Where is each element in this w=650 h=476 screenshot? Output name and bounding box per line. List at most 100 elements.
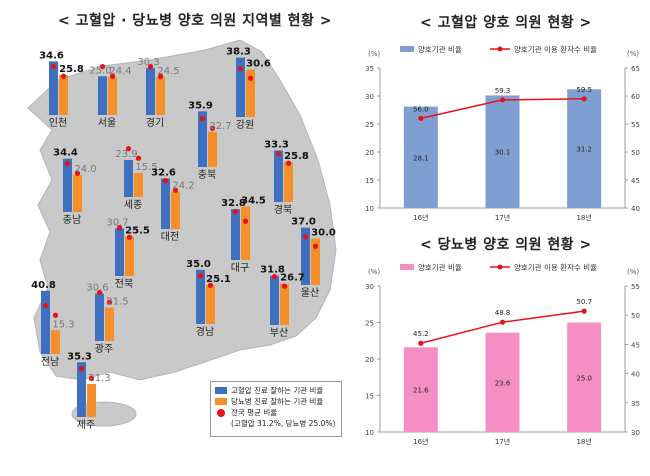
region-name: 경북 bbox=[274, 203, 292, 216]
region-name: 충남 bbox=[63, 214, 81, 226]
legend-line-label: 양호기관 이용 환자수 비율 bbox=[514, 262, 597, 272]
left-axis-unit: (%) bbox=[368, 50, 380, 58]
region-name: 인천 bbox=[49, 117, 67, 129]
legend-bar-swatch bbox=[400, 264, 414, 270]
x-tick-label: 17년 bbox=[495, 437, 510, 446]
right-tick-label: 65 bbox=[631, 65, 640, 73]
legend-avg-note-row: (고혈압 31.2%, 당뇨병 25.0%) bbox=[215, 418, 337, 429]
bar-group: 23.6 bbox=[485, 332, 520, 432]
legend-swatch-blue bbox=[215, 387, 227, 394]
bar-hypertension bbox=[161, 178, 170, 229]
bar-hypertension bbox=[146, 68, 155, 115]
bar-hypertension bbox=[77, 362, 86, 417]
avg-dot-hypertension bbox=[275, 151, 282, 157]
region-15: 35.0 25.1 경남 bbox=[186, 259, 231, 338]
legend-hypertension: 고혈압 진료 잘하는 기관 비율 bbox=[215, 385, 337, 396]
region-16: 35.3 21.3 제주 bbox=[67, 351, 110, 431]
legend-diabetes: 당뇨병 진료 잘하는 기관 비율 bbox=[215, 396, 337, 407]
value-label-hypertension: 30.7 bbox=[106, 217, 128, 228]
avg-dot-diabetes bbox=[172, 187, 179, 193]
regional-map-panel: < 고혈압 · 당뇨병 양호 의원 지역별 현황 > 34.6 25.8 인천 25.… bbox=[27, 13, 342, 437]
avg-dot-diabetes bbox=[312, 243, 319, 249]
avg-dot-hypertension bbox=[232, 209, 239, 215]
x-tick-label: 18년 bbox=[576, 437, 591, 446]
value-label-hypertension: 30.3 bbox=[137, 57, 159, 68]
bar-diabetes bbox=[246, 69, 255, 117]
bar-hypertension bbox=[301, 227, 310, 285]
avg-dot-hypertension bbox=[237, 66, 244, 72]
line-value-label: 48.8 bbox=[495, 309, 511, 317]
bar-hypertension bbox=[124, 159, 133, 197]
region-10: 37.030.0 울산 bbox=[291, 217, 336, 299]
left-tick-label: 15 bbox=[365, 177, 374, 185]
region-13: 40.8 15.3 전남 bbox=[31, 280, 74, 368]
diabetes-chart: 양호기관 비율 양호기관 이용 환자수 비율 (%) (%) 10 15 20 25 30 30 3… bbox=[365, 262, 640, 446]
bar-hypertension bbox=[98, 76, 107, 115]
avg-dot-hypertension bbox=[125, 146, 132, 152]
value-label-hypertension: 40.8 bbox=[31, 280, 56, 291]
bar-hypertension bbox=[196, 269, 205, 324]
region-3: 38.330.6 강원 bbox=[226, 47, 271, 131]
bar-diabetes bbox=[125, 236, 134, 276]
bar-group: 30.1 bbox=[485, 95, 520, 208]
value-label-hypertension: 25.0 bbox=[89, 65, 111, 76]
value-label-hypertension: 35.0 bbox=[186, 259, 211, 270]
left-tick-label: 35 bbox=[365, 65, 374, 73]
line-point bbox=[499, 319, 506, 325]
avg-dot-diabetes bbox=[157, 73, 164, 79]
value-label-diabetes: 24.5 bbox=[157, 66, 179, 77]
value-label-diabetes: 24.2 bbox=[172, 180, 194, 191]
region-name: 서울 bbox=[98, 117, 116, 129]
bar-diabetes bbox=[87, 383, 96, 417]
value-label-diabetes: 24.0 bbox=[74, 164, 96, 175]
region-name: 울산 bbox=[301, 287, 319, 299]
value-label-diabetes: 21.5 bbox=[106, 297, 128, 308]
region-7: 32.6 24.2 대전 bbox=[151, 167, 194, 243]
avg-dot-hypertension bbox=[271, 274, 278, 280]
value-label-diabetes: 30.6 bbox=[246, 59, 271, 70]
region-14: 30.6 21.5 광주 bbox=[86, 283, 128, 355]
right-axis-unit: (%) bbox=[627, 50, 639, 58]
region-name: 세종 bbox=[124, 199, 142, 211]
line-value-label: 45.2 bbox=[413, 330, 429, 338]
map-legend: 고혈압 진료 잘하는 기관 비율 당뇨병 진료 잘하는 기관 비율 전국 평균 … bbox=[210, 381, 342, 437]
bar-diabetes bbox=[284, 162, 293, 202]
right-tick-label: 40 bbox=[631, 205, 640, 213]
value-label-hypertension: 35.3 bbox=[67, 351, 92, 362]
bar-diabetes bbox=[59, 75, 68, 115]
region-name: 경남 bbox=[196, 325, 214, 338]
avg-dot-diabetes bbox=[281, 283, 288, 289]
bar bbox=[567, 89, 602, 208]
bar-value-label: 21.6 bbox=[413, 387, 429, 395]
avg-dot-hypertension bbox=[162, 178, 169, 184]
right-tick-label: 55 bbox=[631, 283, 640, 291]
map-title: < 고혈압 · 당뇨병 양호 의원 지역별 현황 > bbox=[58, 13, 332, 29]
right-tick-label: 30 bbox=[631, 429, 640, 437]
right-tick-label: 40 bbox=[631, 371, 640, 379]
region-12: 31.826.7 부산 bbox=[260, 265, 305, 339]
bar-group: 25.0 bbox=[567, 322, 602, 432]
region-4: 35.9 22.7 충북 bbox=[188, 100, 231, 181]
avg-dot-diabetes bbox=[285, 160, 292, 166]
avg-dot-hypertension bbox=[42, 303, 49, 309]
line-value-label: 59.5 bbox=[576, 86, 592, 94]
bar-value-label: 30.1 bbox=[495, 149, 511, 157]
right-tick-label: 60 bbox=[631, 93, 640, 101]
avg-dot-hypertension bbox=[64, 161, 71, 167]
x-tick-label: 16년 bbox=[413, 213, 428, 222]
bar-diabetes bbox=[73, 174, 82, 212]
left-tick-label: 30 bbox=[365, 93, 374, 101]
left-tick-label: 10 bbox=[365, 429, 374, 437]
avg-dot-diabetes bbox=[242, 218, 249, 224]
line-point bbox=[418, 115, 424, 121]
bar-diabetes bbox=[105, 307, 114, 341]
value-label-hypertension: 38.3 bbox=[226, 47, 251, 58]
value-label-hypertension: 37.0 bbox=[291, 217, 316, 228]
bar bbox=[567, 322, 602, 432]
legend-avg-label: 전국 평균 비율 bbox=[231, 408, 278, 417]
bar-diabetes bbox=[208, 131, 217, 167]
avg-dot-hypertension bbox=[116, 225, 123, 231]
bar-hypertension bbox=[95, 293, 104, 341]
x-tick-label: 18년 bbox=[576, 213, 591, 222]
value-label-hypertension: 31.8 bbox=[260, 265, 285, 276]
